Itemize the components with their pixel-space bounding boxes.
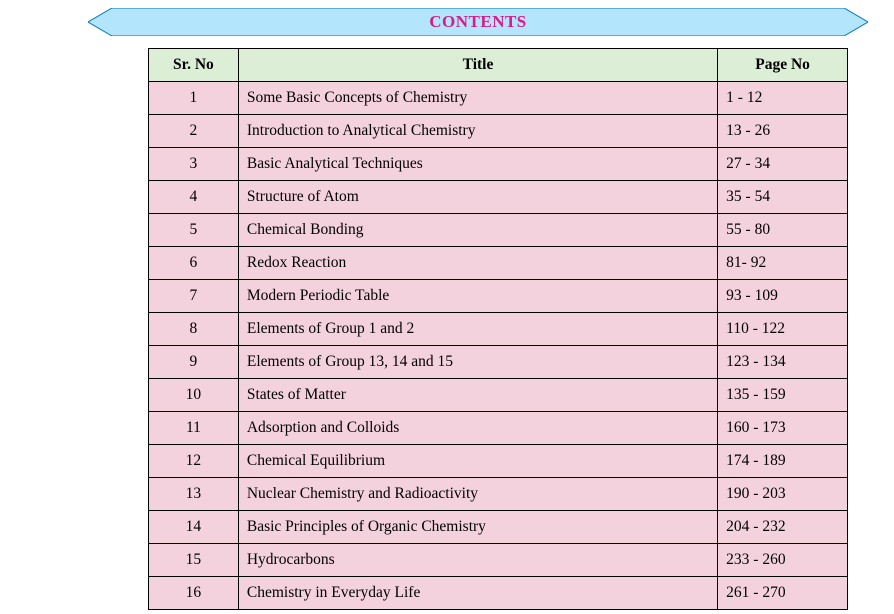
cell-page: 160 - 173 [718,412,848,445]
cell-sr: 3 [149,148,239,181]
cell-title: Some Basic Concepts of Chemistry [238,82,717,115]
cell-page: 135 - 159 [718,379,848,412]
cell-page: 35 - 54 [718,181,848,214]
table-body: 1Some Basic Concepts of Chemistry1 - 122… [149,82,848,610]
cell-page: 261 - 270 [718,577,848,610]
table-row: 12Chemical Equilibrium174 - 189 [149,445,848,478]
table-row: 7Modern Periodic Table93 - 109 [149,280,848,313]
table-row: 16Chemistry in Everyday Life261 - 270 [149,577,848,610]
cell-sr: 14 [149,511,239,544]
table-row: 15Hydrocarbons233 - 260 [149,544,848,577]
table-row: 9Elements of Group 13, 14 and 15123 - 13… [149,346,848,379]
cell-page: 233 - 260 [718,544,848,577]
cell-title: Elements of Group 13, 14 and 15 [238,346,717,379]
contents-table-wrap: Sr. No Title Page No 1Some Basic Concept… [148,48,848,610]
cell-page: 13 - 26 [718,115,848,148]
cell-title: Nuclear Chemistry and Radioactivity [238,478,717,511]
cell-title: Chemical Equilibrium [238,445,717,478]
cell-sr: 16 [149,577,239,610]
cell-title: Chemical Bonding [238,214,717,247]
cell-title: Chemistry in Everyday Life [238,577,717,610]
table-head: Sr. No Title Page No [149,49,848,82]
cell-sr: 15 [149,544,239,577]
cell-sr: 4 [149,181,239,214]
col-header-title: Title [238,49,717,82]
cell-sr: 13 [149,478,239,511]
cell-page: 174 - 189 [718,445,848,478]
col-header-page: Page No [718,49,848,82]
cell-title: Modern Periodic Table [238,280,717,313]
contents-table: Sr. No Title Page No 1Some Basic Concept… [148,48,848,610]
table-row: 11Adsorption and Colloids160 - 173 [149,412,848,445]
cell-page: 190 - 203 [718,478,848,511]
table-row: 14Basic Principles of Organic Chemistry2… [149,511,848,544]
cell-sr: 9 [149,346,239,379]
cell-page: 81- 92 [718,247,848,280]
table-row: 1Some Basic Concepts of Chemistry1 - 12 [149,82,848,115]
table-row: 3Basic Analytical Techniques27 - 34 [149,148,848,181]
cell-page: 110 - 122 [718,313,848,346]
table-row: 2Introduction to Analytical Chemistry13 … [149,115,848,148]
cell-page: 93 - 109 [718,280,848,313]
table-row: 5Chemical Bonding55 - 80 [149,214,848,247]
cell-sr: 5 [149,214,239,247]
cell-sr: 11 [149,412,239,445]
cell-page: 204 - 232 [718,511,848,544]
header-row: Sr. No Title Page No [149,49,848,82]
cell-title: Introduction to Analytical Chemistry [238,115,717,148]
cell-page: 55 - 80 [718,214,848,247]
col-header-sr: Sr. No [149,49,239,82]
table-row: 13Nuclear Chemistry and Radioactivity190… [149,478,848,511]
cell-title: Redox Reaction [238,247,717,280]
table-row: 4Structure of Atom35 - 54 [149,181,848,214]
cell-page: 27 - 34 [718,148,848,181]
cell-sr: 1 [149,82,239,115]
cell-sr: 10 [149,379,239,412]
cell-page: 1 - 12 [718,82,848,115]
cell-title: States of Matter [238,379,717,412]
table-row: 8Elements of Group 1 and 2110 - 122 [149,313,848,346]
cell-title: Elements of Group 1 and 2 [238,313,717,346]
table-row: 6Redox Reaction81- 92 [149,247,848,280]
cell-title: Adsorption and Colloids [238,412,717,445]
cell-title: Basic Analytical Techniques [238,148,717,181]
cell-sr: 7 [149,280,239,313]
cell-sr: 12 [149,445,239,478]
cell-sr: 2 [149,115,239,148]
cell-sr: 6 [149,247,239,280]
heading-title: CONTENTS [88,8,868,36]
cell-sr: 8 [149,313,239,346]
cell-title: Basic Principles of Organic Chemistry [238,511,717,544]
table-row: 10States of Matter135 - 159 [149,379,848,412]
cell-page: 123 - 134 [718,346,848,379]
cell-title: Hydrocarbons [238,544,717,577]
contents-banner: CONTENTS [88,8,868,36]
cell-title: Structure of Atom [238,181,717,214]
